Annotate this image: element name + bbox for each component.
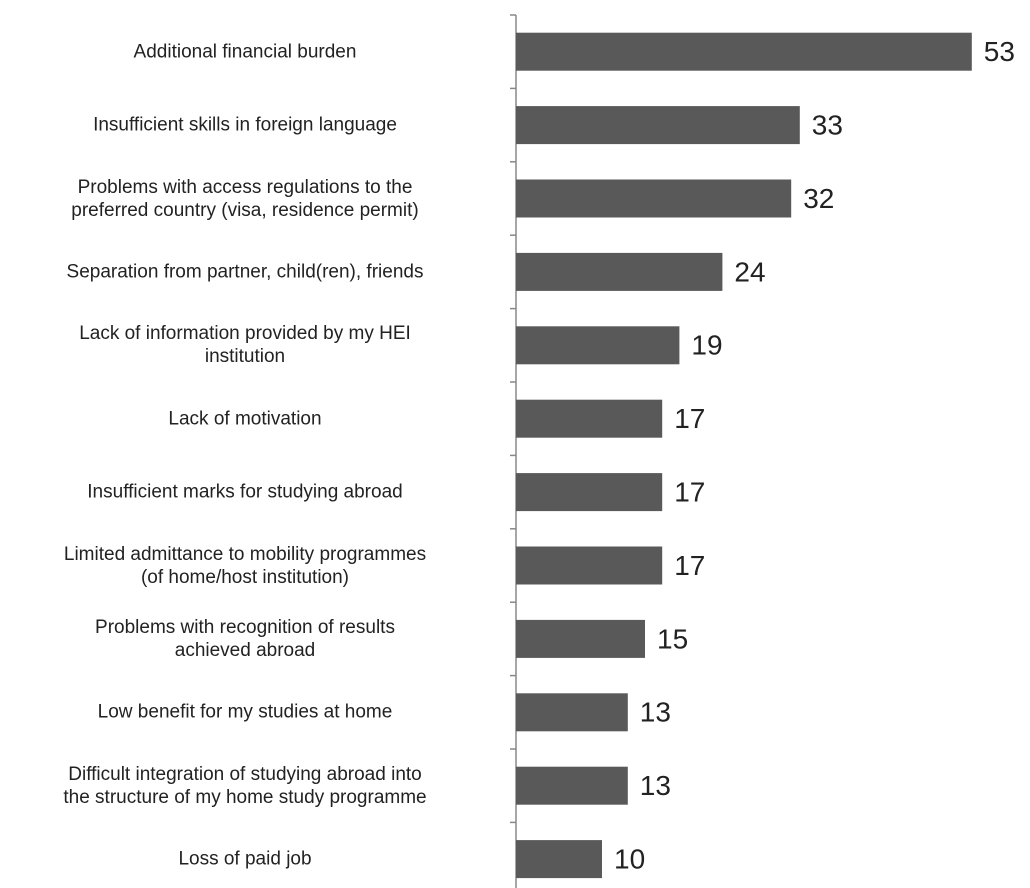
bar bbox=[516, 473, 663, 512]
value-label: 13 bbox=[640, 697, 671, 728]
value-label: 24 bbox=[734, 256, 765, 287]
value-label: 33 bbox=[812, 109, 843, 140]
bar bbox=[516, 546, 663, 585]
category-label: Loss of paid job bbox=[178, 848, 312, 870]
bar bbox=[516, 619, 645, 658]
bar bbox=[516, 840, 602, 879]
category-label: Problems with recognition of results ach… bbox=[95, 616, 395, 661]
value-label: 15 bbox=[657, 623, 688, 654]
bar bbox=[516, 252, 723, 291]
category-label: Insufficient marks for studying abroad bbox=[87, 481, 403, 503]
bar bbox=[516, 326, 680, 365]
value-label: 17 bbox=[674, 550, 705, 581]
value-label: 17 bbox=[674, 403, 705, 434]
bar bbox=[516, 693, 628, 732]
category-label: Insufficient skills in foreign language bbox=[93, 114, 397, 136]
value-label: 53 bbox=[984, 36, 1015, 67]
category-label: Low benefit for my studies at home bbox=[97, 701, 393, 723]
value-label: 17 bbox=[674, 476, 705, 507]
category-label: Lack of motivation bbox=[168, 408, 322, 430]
bar bbox=[516, 399, 663, 438]
category-label: Additional financial burden bbox=[133, 41, 357, 63]
bar bbox=[516, 32, 972, 71]
category-label: Separation from partner, child(ren), fri… bbox=[66, 261, 424, 283]
category-label: Lack of information provided by my HEI i… bbox=[79, 323, 411, 368]
bar bbox=[516, 766, 628, 805]
value-label: 19 bbox=[691, 330, 722, 361]
category-label: Limited admittance to mobility programme… bbox=[63, 543, 427, 588]
bar bbox=[516, 106, 800, 145]
value-label: 32 bbox=[803, 183, 834, 214]
category-label: Difficult integration of studying abroad… bbox=[63, 763, 427, 808]
bar bbox=[516, 179, 792, 218]
value-label: 10 bbox=[614, 843, 645, 874]
category-label: Problems with access regulations to the … bbox=[71, 176, 419, 221]
value-label: 13 bbox=[640, 770, 671, 801]
